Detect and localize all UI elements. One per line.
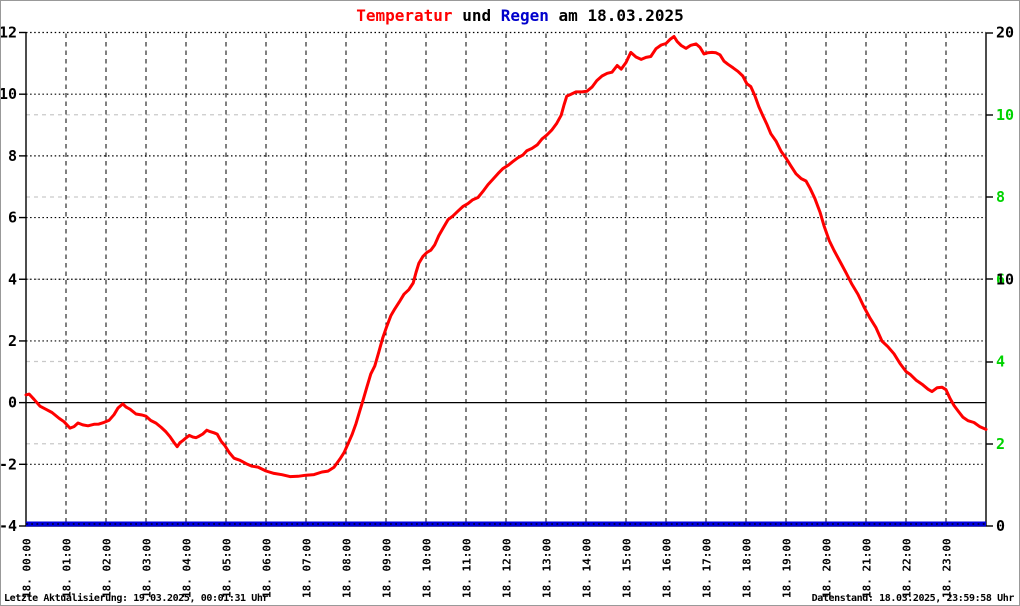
- svg-text:18. 16:00: 18. 16:00: [661, 538, 674, 598]
- svg-text:18. 11:00: 18. 11:00: [461, 538, 474, 598]
- data-timestamp-text: Datenstand: 18.03.2025, 23:59:58 Uhr: [811, 593, 1015, 604]
- svg-text:0: 0: [996, 517, 1005, 535]
- svg-text:10: 10: [1, 85, 17, 103]
- svg-text:18. 18:00: 18. 18:00: [741, 538, 754, 598]
- hour-gridlines: [65, 33, 947, 524]
- title-segment: Temperatur: [356, 6, 453, 25]
- svg-text:6: 6: [8, 209, 17, 227]
- svg-text:-4: -4: [1, 517, 17, 535]
- svg-text:18. 14:00: 18. 14:00: [581, 538, 594, 598]
- svg-text:18. 05:00: 18. 05:00: [221, 538, 234, 598]
- svg-text:10: 10: [996, 106, 1014, 124]
- svg-text:18. 08:00: 18. 08:00: [341, 538, 354, 598]
- svg-text:-2: -2: [1, 455, 17, 473]
- svg-text:10: 10: [996, 270, 1014, 288]
- svg-text:0: 0: [8, 394, 17, 412]
- x-axis-labels: 18. 00:00 18. 01:00 18. 02:00 18. 03:00 18. …: [21, 538, 954, 598]
- svg-text:18. 19:00: 18. 19:00: [781, 538, 794, 598]
- svg-text:18. 02:00: 18. 02:00: [101, 538, 114, 598]
- last-update-text: Letzte Aktualisierung: 19.03.2025, 00:01…: [4, 593, 269, 604]
- svg-text:18. 01:00: 18. 01:00: [61, 538, 74, 598]
- svg-text:8: 8: [8, 147, 17, 165]
- svg-text:18. 22:00: 18. 22:00: [901, 538, 914, 598]
- svg-text:18. 10:00: 18. 10:00: [421, 538, 434, 598]
- svg-text:12: 12: [1, 24, 17, 42]
- svg-text:18. 12:00: 18. 12:00: [501, 538, 514, 598]
- svg-text:2: 2: [996, 435, 1005, 453]
- svg-text:18. 09:00: 18. 09:00: [381, 538, 394, 598]
- svg-text:18. 13:00: 18. 13:00: [541, 538, 554, 598]
- svg-text:20: 20: [996, 24, 1014, 42]
- svg-text:18. 00:00: 18. 00:00: [21, 538, 34, 598]
- svg-text:18. 20:00: 18. 20:00: [821, 538, 834, 598]
- chart-title: Temperatur und Regen am 18.03.2025: [11, 6, 1019, 25]
- svg-text:2: 2: [8, 332, 17, 350]
- svg-text:18. 03:00: 18. 03:00: [141, 538, 154, 598]
- svg-text:8: 8: [996, 188, 1005, 206]
- svg-text:18. 23:00: 18. 23:00: [941, 538, 954, 598]
- svg-text:18. 06:00: 18. 06:00: [261, 538, 274, 598]
- right-axis: 10 8 6 4 2 20 10 0: [986, 24, 1014, 535]
- svg-text:4: 4: [996, 353, 1005, 371]
- svg-text:18. 21:00: 18. 21:00: [861, 538, 874, 598]
- svg-text:18. 17:00: 18. 17:00: [701, 538, 714, 598]
- temperature-series-line: [24, 35, 988, 479]
- svg-text:6: 6: [996, 270, 1005, 288]
- left-axis: 12 10 8 6 4 2 0 -2 -4: [1, 24, 26, 535]
- svg-text:4: 4: [8, 270, 17, 288]
- svg-text:18. 04:00: 18. 04:00: [181, 538, 194, 598]
- title-segment: Regen: [500, 6, 549, 25]
- title-segment: und: [452, 6, 501, 25]
- title-segment: am 18.03.2025: [548, 6, 684, 25]
- svg-text:18. 07:00: 18. 07:00: [301, 538, 314, 598]
- svg-text:18. 15:00: 18. 15:00: [621, 538, 634, 598]
